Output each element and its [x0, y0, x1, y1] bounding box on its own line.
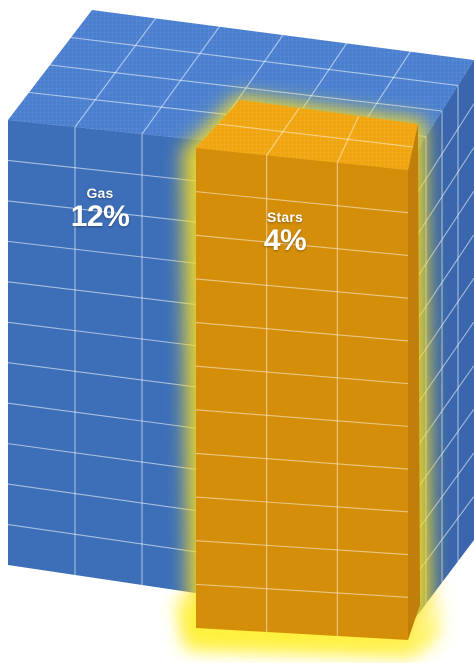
stars-label-value: 4% [263, 224, 307, 257]
grid-line [195, 540, 409, 556]
grid-line [70, 36, 459, 87]
grid-line [49, 64, 443, 112]
grid-line [195, 496, 409, 513]
gas-label-name: Gas [86, 185, 114, 201]
grid-line [195, 409, 409, 427]
grid-line [195, 583, 409, 598]
grid-line [195, 191, 409, 214]
grid-line [195, 452, 409, 470]
stars-label-name: Stars [266, 209, 304, 225]
stars-label: Stars 4% [243, 210, 327, 256]
grid-line [217, 123, 414, 148]
grid-line [195, 278, 409, 299]
grid-line [195, 365, 409, 385]
stars-column-right-face [408, 124, 420, 640]
stars-column-grid-lines [195, 107, 414, 636]
grid-line [195, 321, 409, 342]
grid-line [195, 234, 409, 257]
stars-column [195, 100, 420, 640]
gas-label-value: 12% [70, 200, 130, 233]
stars-column-front-face [196, 148, 408, 640]
gas-label: Gas 12% [58, 186, 142, 232]
